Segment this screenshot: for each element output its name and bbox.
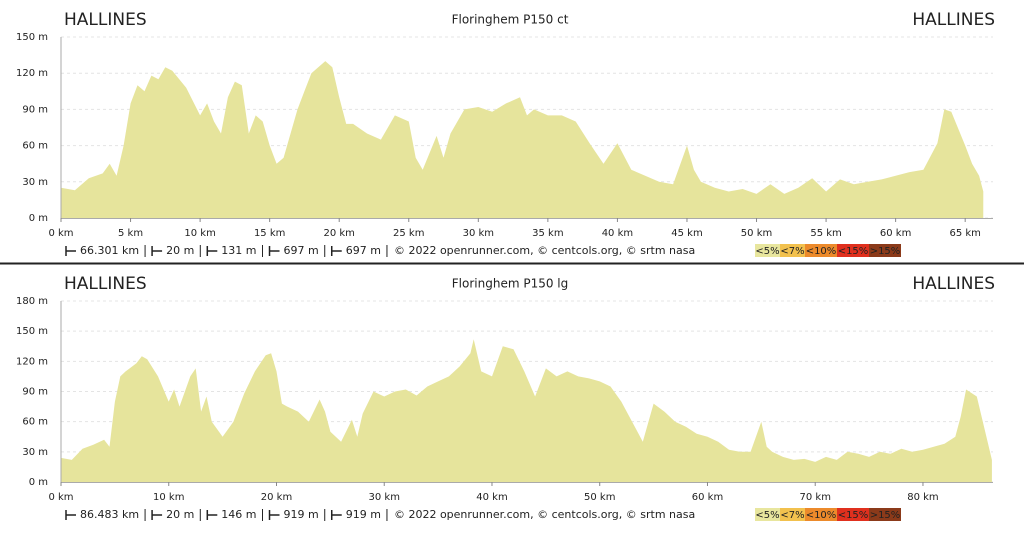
footer-icon [206,246,218,256]
footer-icon [65,246,76,256]
legend-label: >15% [870,510,901,521]
y-tick-label: 150 m [16,326,48,337]
y-tick-label: 180 m [16,296,48,307]
legend-swatch [755,508,780,521]
y-tick-label: 60 m [22,417,48,428]
start-label: HALLINES [64,10,147,30]
footer-icon [206,510,218,520]
y-tick-label: 90 m [22,104,48,115]
footer-text: © 2022 openrunner.com, © centcols.org, ©… [394,244,695,257]
legend-swatch [755,244,780,257]
elevation-area [61,61,984,218]
legend-label: <10% [806,510,837,521]
y-tick-label: 0 m [29,213,48,224]
legend-swatch [869,508,901,521]
footer-text: © 2022 openrunner.com, © centcols.org, ©… [394,508,695,521]
x-tick-label: 55 km [810,228,841,239]
legend-label: <5% [755,510,779,521]
legend-swatch [780,508,805,521]
legend-label: <7% [780,510,804,521]
legend-label: >15% [870,246,901,257]
x-tick-label: 5 km [118,228,143,239]
x-tick-label: 35 km [532,228,563,239]
y-tick-label: 0 m [29,477,48,488]
x-tick-label: 20 km [323,228,354,239]
footer-text: 20 m [166,244,194,257]
legend-swatch [837,508,869,521]
footer-icon [65,510,76,520]
footer-text: 66.301 km [80,244,139,257]
end-label: HALLINES [912,274,995,294]
y-tick-label: 150 m [16,32,48,43]
footer-icon [151,510,163,520]
legend-swatch [869,244,901,257]
footer-icon [268,246,280,256]
legend-swatch [805,508,837,521]
x-tick-label: 60 km [692,492,723,503]
footer-icon [151,246,163,256]
elevation-area [61,339,992,482]
legend-swatch [780,244,805,257]
x-tick-label: 80 km [907,492,938,503]
chart-title: Floringhem P150 lg [452,277,568,291]
end-label: HALLINES [912,10,995,30]
x-tick-label: 65 km [949,228,980,239]
y-tick-label: 30 m [22,447,48,458]
footer-text: 146 m [221,508,256,521]
x-tick-label: 50 km [584,492,615,503]
y-tick-label: 30 m [22,177,48,188]
x-tick-label: 0 km [48,492,73,503]
footer-icon [268,510,280,520]
y-tick-label: 90 m [22,387,48,398]
footer-text: 697 m [346,244,381,257]
x-tick-label: 45 km [671,228,702,239]
legend-swatch [805,244,837,257]
footer-icon [330,510,342,520]
legend-label: <7% [780,246,804,257]
footer-icon [330,246,342,256]
x-tick-label: 60 km [880,228,911,239]
x-tick-label: 70 km [800,492,831,503]
footer-text: 86.483 km [80,508,139,521]
footer-text: 697 m [284,244,319,257]
legend-label: <15% [838,246,869,257]
x-tick-label: 30 km [369,492,400,503]
x-tick-label: 50 km [741,228,772,239]
x-tick-label: 15 km [254,228,285,239]
x-tick-label: 10 km [153,492,184,503]
x-tick-label: 20 km [261,492,292,503]
footer-text: 919 m [284,508,319,521]
x-tick-label: 30 km [463,228,494,239]
y-tick-label: 120 m [16,356,48,367]
x-tick-label: 25 km [393,228,424,239]
legend-swatch [837,244,869,257]
legend-label: <10% [806,246,837,257]
y-tick-label: 60 m [22,141,48,152]
x-tick-label: 0 km [48,228,73,239]
start-label: HALLINES [64,274,147,294]
legend-label: <5% [755,246,779,257]
footer-text: 919 m [346,508,381,521]
x-tick-label: 40 km [476,492,507,503]
footer-text: 20 m [166,508,194,521]
chart-title: Floringhem P150 ct [452,13,569,27]
legend-label: <15% [838,510,869,521]
y-tick-label: 120 m [16,68,48,79]
x-tick-label: 10 km [184,228,215,239]
x-tick-label: 40 km [602,228,633,239]
footer-text: 131 m [221,244,256,257]
